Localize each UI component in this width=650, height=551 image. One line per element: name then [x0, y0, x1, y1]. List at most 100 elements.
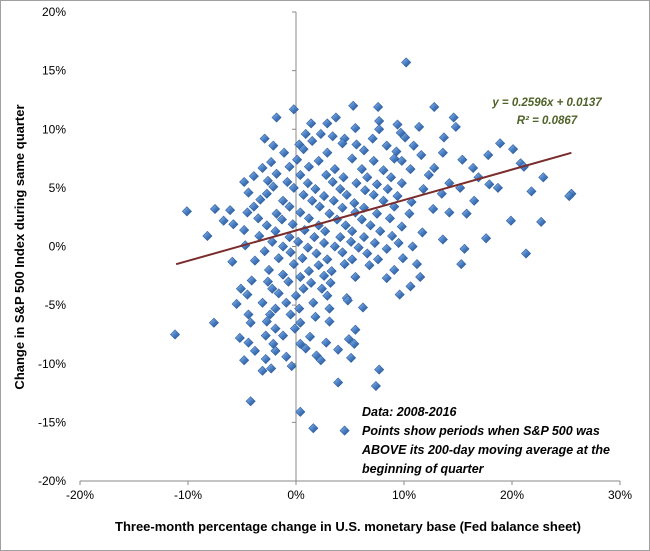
data-point	[202, 230, 213, 241]
data-point	[469, 195, 480, 206]
data-point	[306, 118, 317, 129]
data-point	[429, 162, 440, 173]
data-point	[457, 154, 468, 165]
data-point	[429, 101, 440, 112]
data-point	[311, 248, 322, 259]
data-point	[337, 138, 348, 149]
data-point	[316, 283, 327, 294]
x-tick-label: -20%	[66, 488, 94, 502]
data-point	[327, 131, 338, 142]
data-point	[329, 164, 340, 175]
data-point	[367, 133, 378, 144]
data-point	[281, 297, 292, 308]
data-point	[287, 219, 298, 230]
data-point	[300, 128, 311, 139]
data-point	[279, 147, 290, 158]
data-point	[278, 269, 289, 280]
data-point	[295, 317, 306, 328]
data-point	[386, 172, 397, 183]
data-point	[295, 338, 306, 349]
data-point	[564, 191, 575, 202]
data-point	[313, 155, 324, 166]
data-point	[356, 214, 367, 225]
data-point	[315, 355, 326, 366]
annotation-note: Data: 2008-2016 Points show periods when…	[361, 405, 610, 476]
data-point	[359, 232, 370, 243]
data-point	[231, 298, 242, 309]
data-point	[278, 330, 289, 341]
data-point	[284, 161, 295, 172]
data-point	[436, 188, 447, 199]
data-point	[381, 243, 392, 254]
data-point	[322, 118, 333, 129]
data-point	[319, 191, 330, 202]
data-point	[288, 104, 299, 115]
data-point	[307, 195, 318, 206]
x-axis-title: Three-month percentage change in U.S. mo…	[115, 519, 581, 534]
data-point	[288, 182, 299, 193]
data-point	[313, 260, 324, 271]
data-point	[276, 214, 287, 225]
data-point	[322, 254, 333, 265]
data-point	[278, 195, 289, 206]
data-point	[468, 162, 479, 173]
data-point	[333, 344, 344, 355]
data-point	[394, 289, 405, 300]
data-point	[209, 203, 221, 215]
data-point	[374, 364, 385, 375]
data-point	[347, 254, 358, 265]
data-point	[228, 219, 239, 230]
data-point	[362, 248, 373, 259]
data-point	[322, 147, 333, 158]
equation-line: y = 0.2596x + 0.0137	[491, 97, 602, 109]
data-points	[170, 57, 577, 436]
data-point	[261, 188, 272, 199]
data-point	[262, 276, 273, 287]
data-point	[242, 207, 253, 218]
data-point	[218, 215, 229, 226]
data-point	[298, 283, 309, 294]
data-point	[283, 276, 294, 287]
data-point	[305, 331, 316, 342]
data-point	[260, 354, 271, 365]
data-point	[364, 260, 375, 271]
annotation-line-4: beginning of quarter	[362, 462, 485, 476]
data-point	[401, 57, 412, 68]
data-point	[271, 208, 282, 219]
data-point	[381, 140, 392, 151]
x-tick-label: 30%	[608, 488, 632, 502]
data-point	[400, 132, 411, 143]
data-point	[362, 172, 373, 183]
x-tick-label: -10%	[174, 488, 202, 502]
data-point	[359, 145, 370, 156]
data-point	[306, 277, 317, 288]
data-point	[298, 189, 309, 200]
data-point	[271, 112, 282, 123]
data-point	[257, 365, 268, 376]
data-point	[350, 324, 361, 335]
data-point	[270, 323, 281, 334]
data-point	[208, 317, 219, 328]
data-point	[437, 147, 448, 158]
data-point	[411, 259, 422, 270]
data-point	[257, 162, 268, 173]
data-point	[349, 338, 360, 349]
y-tick-label: 5%	[49, 181, 67, 195]
data-point	[371, 179, 383, 190]
data-point	[335, 232, 346, 243]
data-point	[295, 406, 306, 417]
data-point	[255, 194, 266, 205]
data-point	[348, 100, 359, 111]
data-point	[397, 253, 408, 264]
annotation-line-2: Points show periods when S&P 500 was	[362, 424, 600, 438]
data-point	[396, 155, 407, 166]
data-point	[292, 154, 303, 165]
y-tick-label: -5%	[45, 298, 67, 312]
data-point	[368, 189, 379, 200]
data-point	[495, 138, 506, 149]
data-point	[235, 283, 246, 294]
data-point	[248, 201, 259, 212]
data-point	[278, 241, 289, 252]
data-point	[273, 288, 284, 299]
data-point	[234, 332, 245, 343]
